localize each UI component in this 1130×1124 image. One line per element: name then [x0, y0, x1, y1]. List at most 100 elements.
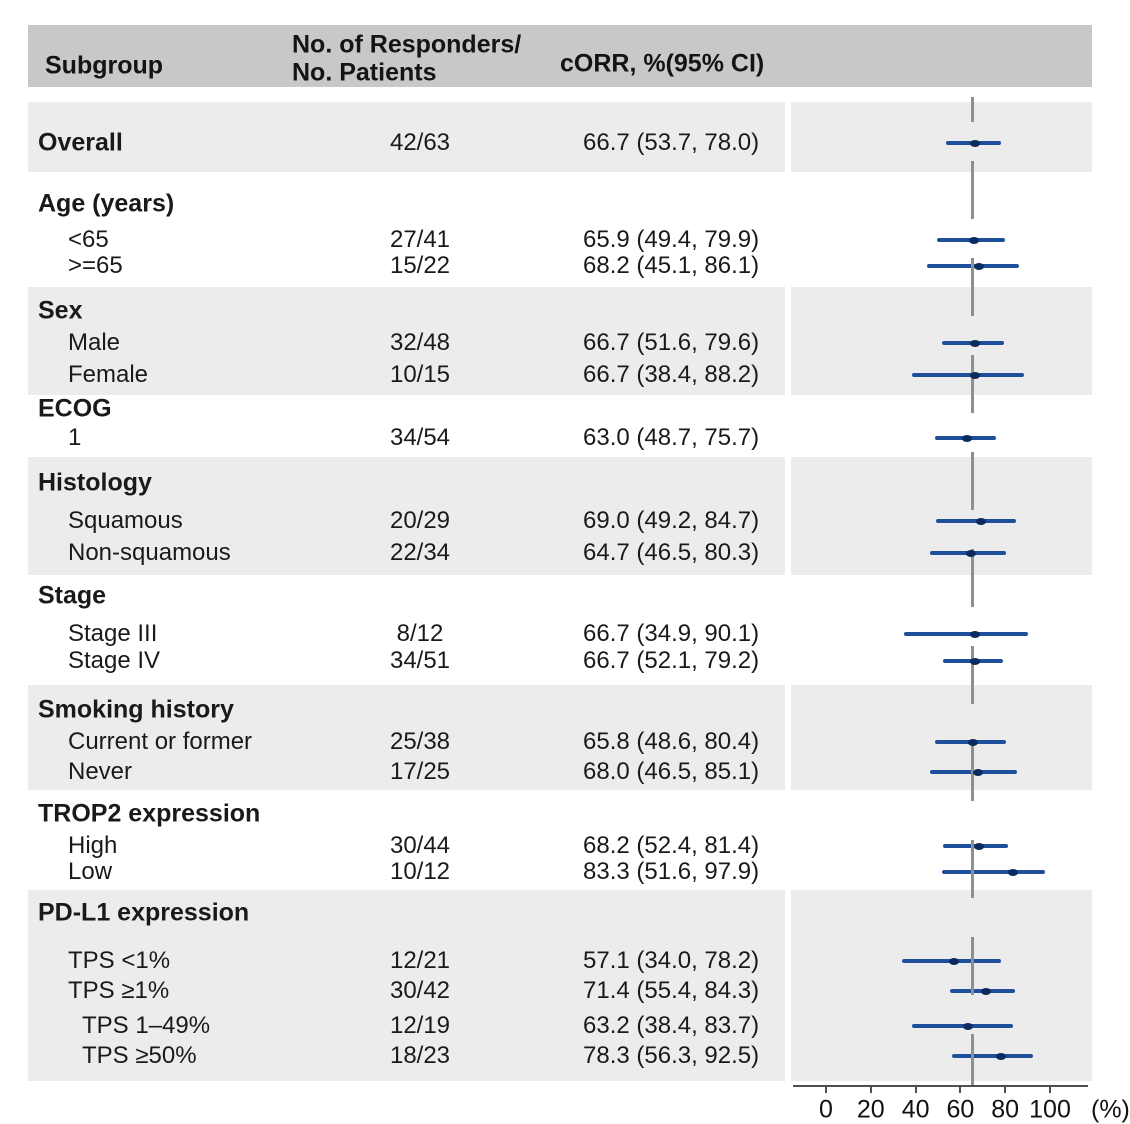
x-axis-tick — [959, 1086, 962, 1093]
point-estimate-marker — [968, 738, 979, 746]
point-estimate-marker — [968, 236, 979, 244]
column-header-subgroup: Subgroup — [45, 51, 164, 80]
x-axis-tick-label: 100 — [1029, 1095, 1071, 1124]
subgroup-row-label: TPS ≥50% — [82, 1042, 197, 1069]
corr-ci-cell: 78.3 (56.3, 92.5) — [583, 1042, 760, 1069]
confidence-interval-bar — [941, 870, 1046, 874]
column-header-responders-line2: No. Patients — [292, 58, 437, 87]
point-estimate-marker — [970, 630, 981, 638]
responders-cell: 10/12 — [389, 858, 451, 885]
corr-ci-cell: 68.0 (46.5, 85.1) — [583, 758, 760, 785]
point-estimate-marker — [970, 139, 981, 147]
x-axis-tick — [869, 1086, 872, 1093]
responders-cell: 8/12 — [396, 620, 444, 647]
x-axis-tick-label: 0 — [819, 1095, 833, 1124]
point-estimate-marker — [980, 987, 991, 995]
corr-ci-cell: 63.0 (48.7, 75.7) — [583, 424, 760, 451]
point-estimate-marker — [965, 549, 976, 557]
point-estimate-marker — [973, 768, 984, 776]
x-axis-tick-label: 80 — [991, 1095, 1020, 1124]
row-stripe-plot — [791, 287, 1092, 395]
column-header-responders-line1: No. of Responders/ — [292, 30, 522, 59]
corr-ci-cell: 64.7 (46.5, 80.3) — [583, 539, 760, 566]
point-estimate-marker — [973, 842, 984, 850]
responders-cell: 15/22 — [389, 252, 451, 279]
responders-cell: 42/63 — [389, 129, 451, 156]
corr-ci-cell: 65.9 (49.4, 79.9) — [583, 226, 760, 253]
responders-cell: 34/51 — [389, 647, 451, 674]
x-axis-tick-label: 60 — [946, 1095, 975, 1124]
responders-cell: 22/34 — [389, 539, 451, 566]
corr-ci-cell: 63.2 (38.4, 83.7) — [583, 1012, 760, 1039]
responders-cell: 30/44 — [389, 832, 451, 859]
section-header: Sex — [38, 296, 83, 325]
corr-ci-cell: 66.7 (38.4, 88.2) — [583, 361, 760, 388]
corr-ci-cell: 65.8 (48.6, 80.4) — [583, 728, 760, 755]
row-stripe-table — [28, 102, 785, 172]
responders-cell: 25/38 — [389, 728, 451, 755]
point-estimate-marker — [970, 657, 981, 665]
section-header: Stage — [38, 581, 107, 610]
responders-cell: 20/29 — [389, 507, 451, 534]
section-header: Age (years) — [38, 189, 175, 218]
subgroup-row-label: Non-squamous — [68, 539, 231, 566]
row-stripe-plot — [791, 890, 1092, 1081]
x-axis-unit-label: (%) — [1091, 1095, 1130, 1124]
subgroup-row-label: Female — [68, 361, 149, 388]
x-axis-tick-label: 40 — [901, 1095, 930, 1124]
subgroup-row-label: 1 — [68, 424, 82, 451]
responders-cell: 32/48 — [389, 329, 451, 356]
row-stripe-table — [28, 457, 785, 575]
point-estimate-marker — [948, 957, 959, 965]
x-axis-tick — [1004, 1086, 1007, 1093]
subgroup-row-label: Overall — [38, 128, 123, 157]
subgroup-row-label: >=65 — [68, 252, 123, 279]
responders-cell: 12/21 — [389, 947, 451, 974]
subgroup-row-label: Squamous — [68, 507, 183, 534]
confidence-interval-bar — [912, 373, 1024, 377]
subgroup-row-label: TPS <1% — [68, 947, 171, 974]
confidence-interval-bar — [952, 1054, 1034, 1058]
row-stripe-table — [28, 890, 785, 1081]
subgroup-row-label: Male — [68, 329, 121, 356]
corr-ci-cell: 69.0 (49.2, 84.7) — [583, 507, 760, 534]
responders-cell: 17/25 — [389, 758, 451, 785]
corr-ci-cell: 66.7 (34.9, 90.1) — [583, 620, 760, 647]
corr-ci-cell: 66.7 (51.6, 79.6) — [583, 329, 760, 356]
corr-ci-cell: 66.7 (53.7, 78.0) — [583, 129, 760, 156]
x-axis-tick-label: 20 — [856, 1095, 885, 1124]
reference-line — [971, 97, 974, 1085]
row-stripe-plot — [791, 685, 1092, 790]
responders-cell: 30/42 — [389, 977, 451, 1004]
section-header: TROP2 expression — [38, 799, 261, 828]
responders-cell: 27/41 — [389, 226, 451, 253]
subgroup-row-label: High — [68, 832, 118, 859]
row-stripe-plot — [791, 102, 1092, 172]
section-header: PD-L1 expression — [38, 898, 250, 927]
subgroup-row-label: Stage IV — [68, 647, 161, 674]
confidence-interval-bar — [904, 632, 1028, 636]
row-stripe-plot — [791, 457, 1092, 575]
section-header: ECOG — [38, 394, 112, 423]
responders-cell: 18/23 — [389, 1042, 451, 1069]
responders-cell: 34/54 — [389, 424, 451, 451]
row-stripe-table — [28, 287, 785, 395]
responders-cell: 10/15 — [389, 361, 451, 388]
corr-ci-cell: 68.2 (45.1, 86.1) — [583, 252, 760, 279]
subgroup-row-label: Never — [68, 758, 133, 785]
x-axis-tick — [1049, 1086, 1051, 1093]
subgroup-row-label: Current or former — [68, 728, 253, 755]
corr-ci-cell: 83.3 (51.6, 97.9) — [583, 858, 760, 885]
subgroup-row-label: <65 — [68, 226, 109, 253]
corr-ci-cell: 57.1 (34.0, 78.2) — [583, 947, 760, 974]
x-axis-tick — [914, 1086, 917, 1093]
corr-ci-cell: 66.7 (52.1, 79.2) — [583, 647, 760, 674]
responders-cell: 12/19 — [389, 1012, 451, 1039]
row-stripe-table — [28, 685, 785, 790]
subgroup-row-label: TPS 1–49% — [82, 1012, 211, 1039]
point-estimate-marker — [962, 434, 973, 442]
x-axis-line — [793, 1085, 1088, 1087]
subgroup-row-label: TPS ≥1% — [68, 977, 170, 1004]
column-header-corr: cORR, %(95% CI) — [560, 49, 765, 78]
